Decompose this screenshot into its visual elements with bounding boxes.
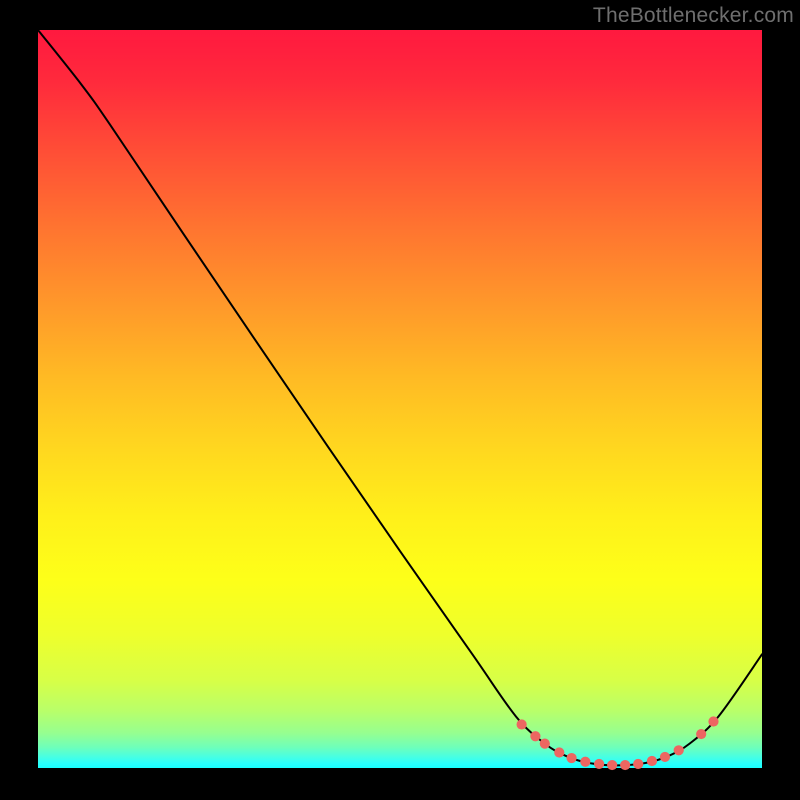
chart-stage: TheBottlenecker.com <box>0 0 800 800</box>
curve-marker <box>566 753 576 763</box>
curve-marker <box>696 729 706 739</box>
curve-marker <box>540 739 550 749</box>
curve-marker <box>580 757 590 767</box>
gradient-background <box>38 30 762 768</box>
curve-marker <box>554 747 564 757</box>
curve-marker <box>660 752 670 762</box>
curve-marker <box>594 759 604 769</box>
curve-marker <box>517 719 527 729</box>
curve-marker <box>620 760 630 770</box>
curve-marker <box>708 716 718 726</box>
curve-marker <box>633 759 643 769</box>
curve-marker <box>607 760 617 770</box>
curve-marker <box>674 745 684 755</box>
curve-marker <box>530 731 540 741</box>
bottleneck-curve-chart <box>0 0 800 800</box>
curve-marker <box>647 756 657 766</box>
watermark-text: TheBottlenecker.com <box>593 4 794 28</box>
